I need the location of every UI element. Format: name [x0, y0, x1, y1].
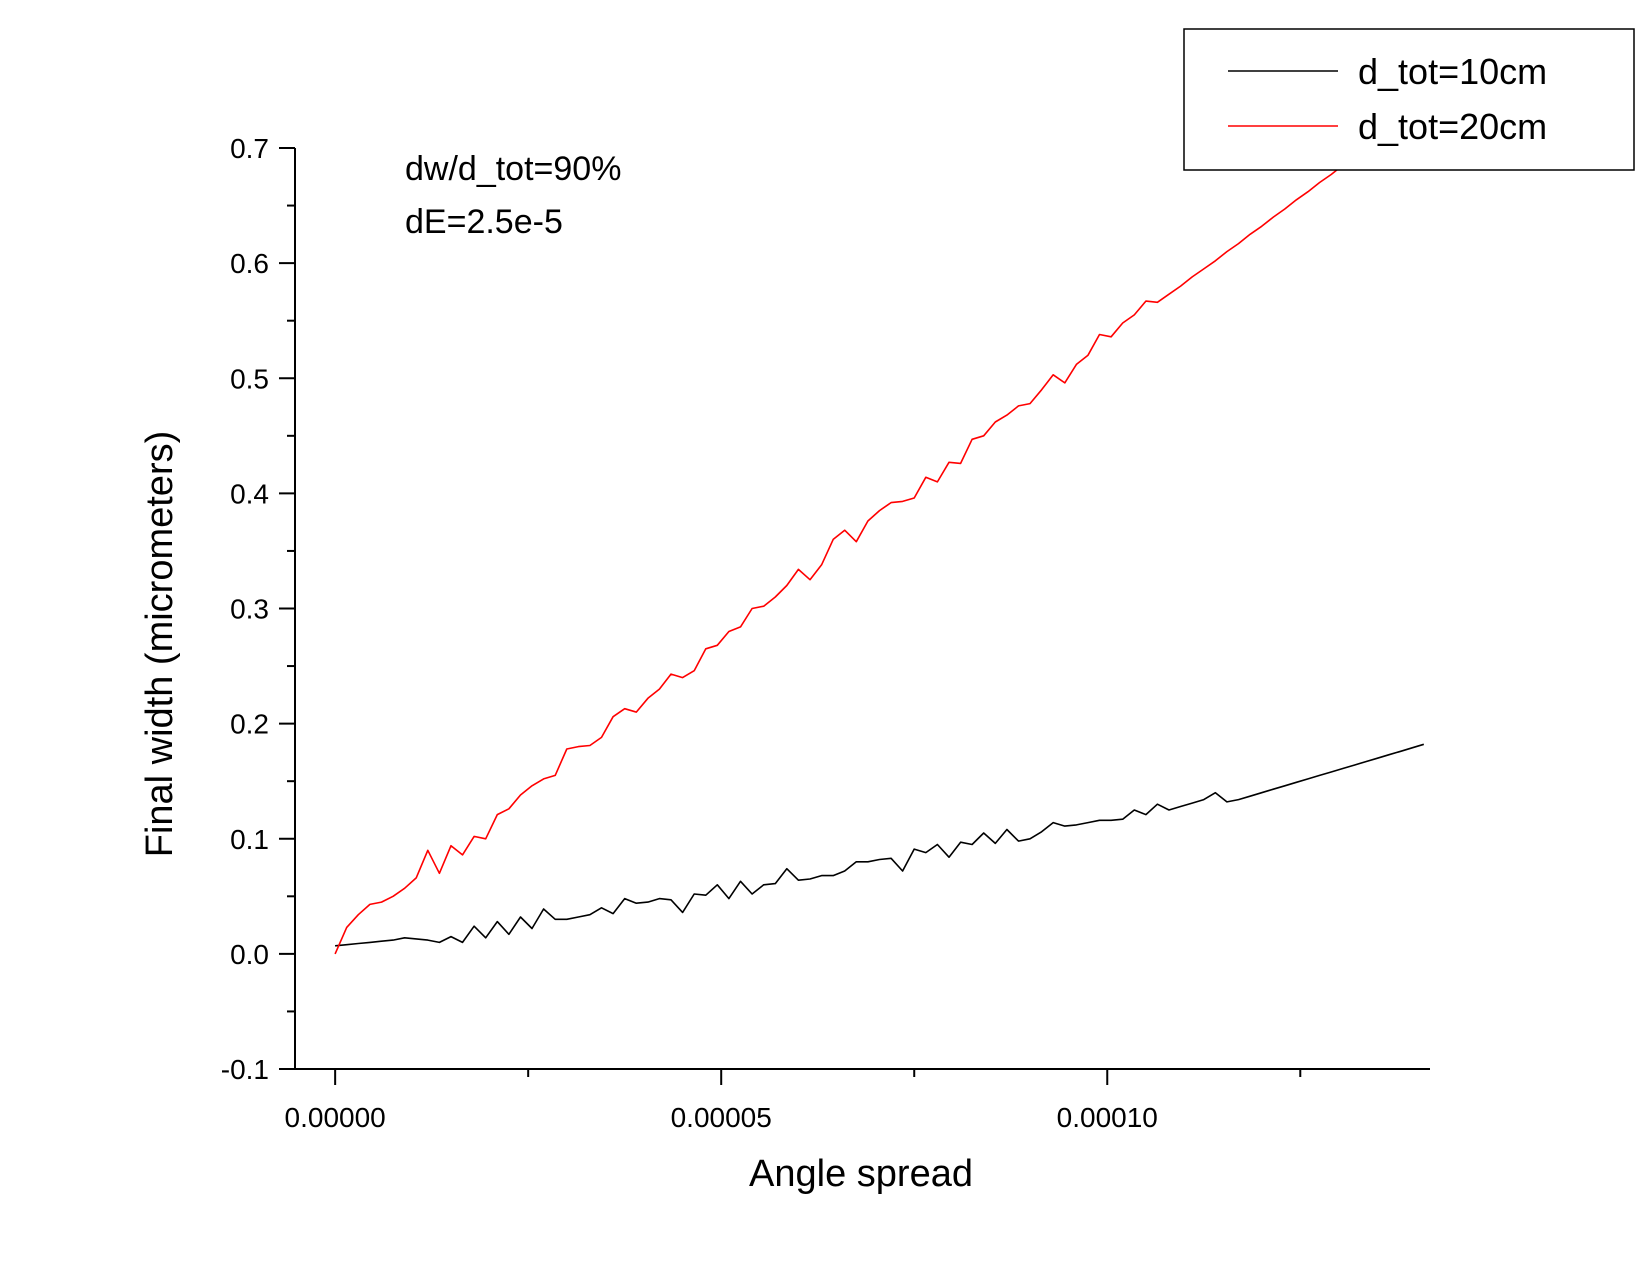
y-tick-label: 0.2 — [230, 709, 269, 740]
y-tick-label: -0.1 — [221, 1054, 269, 1085]
y-tick-label: 0.1 — [230, 824, 269, 855]
annotation-de: dE=2.5e-5 — [405, 203, 563, 241]
y-tick-label: 0.0 — [230, 939, 269, 970]
y-tick-label: 0.7 — [230, 133, 269, 164]
series-layer — [334, 104, 1425, 955]
plot-frame — [294, 148, 1430, 1070]
y-axis-title: Final width (micrometers) — [139, 431, 181, 858]
y-tick-label: 0.4 — [230, 478, 269, 509]
y-axis-ticks: -0.1 0.0 0.1 0.2 0.3 0.4 0.5 0.6 0.7 — [221, 133, 295, 1085]
series-line-20cm — [334, 104, 1425, 955]
y-tick-label: 0.6 — [230, 248, 269, 279]
x-axis-title: Angle spread — [749, 1153, 973, 1195]
y-tick-label: 0.5 — [230, 363, 269, 394]
y-tick-label: 0.3 — [230, 594, 269, 625]
legend-label-20cm: d_tot=20cm — [1358, 106, 1547, 147]
legend: d_tot=10cm d_tot=20cm — [1183, 28, 1635, 171]
annotation-dw-ratio: dw/d_tot=90% — [405, 150, 621, 188]
x-tick-label: 0.00010 — [1057, 1102, 1158, 1133]
legend-box — [1183, 28, 1635, 171]
x-axis-ticks: 0.00000 0.00005 0.00010 — [285, 1069, 1302, 1133]
x-tick-label: 0.00000 — [285, 1102, 386, 1133]
x-tick-label: 0.00005 — [671, 1102, 772, 1133]
legend-label-10cm: d_tot=10cm — [1358, 51, 1547, 92]
series-line-10cm — [335, 743, 1425, 947]
